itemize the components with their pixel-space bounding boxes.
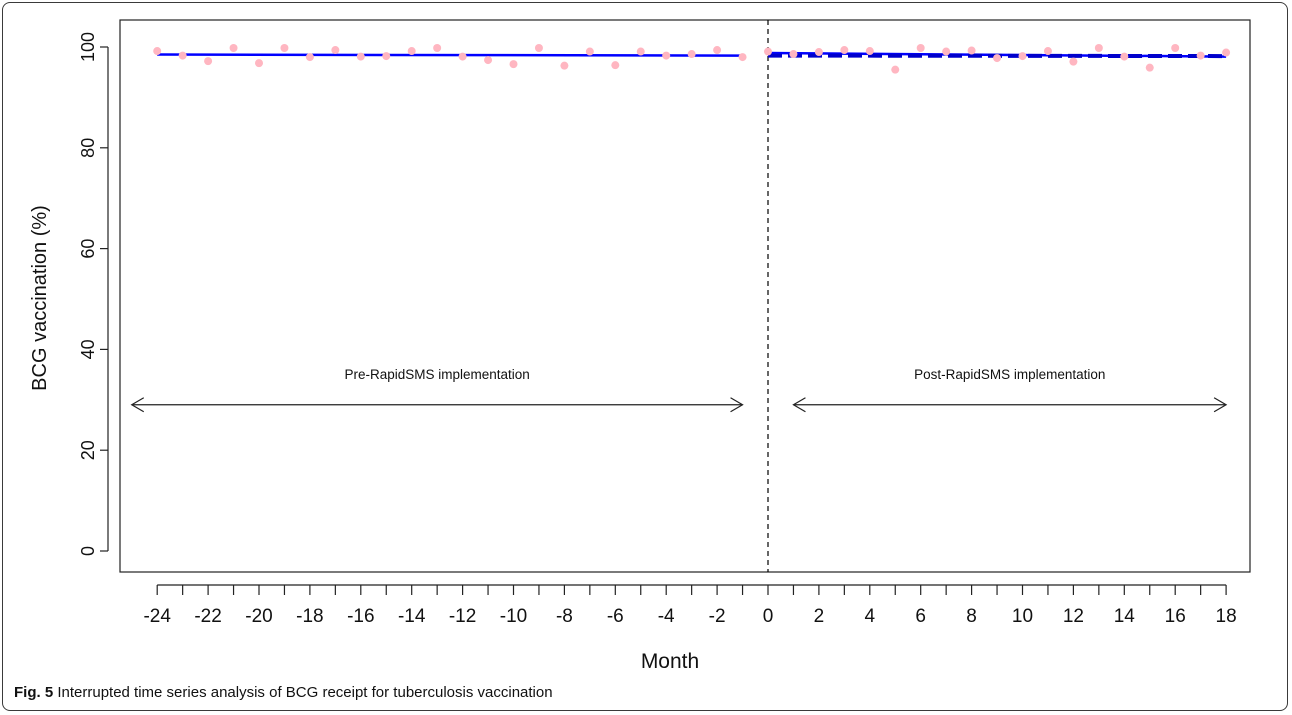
data-point [891, 65, 900, 74]
x-tick-label: -4 [658, 606, 675, 627]
data-point [1043, 47, 1052, 56]
data-point [458, 52, 467, 61]
x-tick-label: -22 [194, 606, 221, 627]
fitted-line [157, 53, 743, 57]
data-point [1018, 52, 1027, 61]
x-tick-label: 6 [915, 606, 926, 627]
data-point [738, 53, 747, 62]
x-tick-label: 2 [814, 606, 825, 627]
data-point [789, 50, 798, 59]
data-point [178, 51, 187, 60]
x-tick-label: 12 [1063, 606, 1084, 627]
figure-caption: Fig. 5 Interrupted time series analysis … [14, 684, 553, 701]
data-point [916, 44, 925, 53]
x-tick-label: -16 [347, 606, 374, 627]
arrow-head-left [130, 397, 145, 413]
x-tick-label: -12 [449, 606, 476, 627]
data-point [764, 47, 772, 56]
y-tick-label: 20 [78, 440, 98, 460]
y-axis-label: BCG vaccination (%) [29, 205, 51, 391]
annotations: Pre-RapidSMS implementation Post-RapidSMS… [130, 20, 1228, 572]
data-point [255, 59, 263, 68]
y-tick-label: 40 [78, 339, 98, 359]
y-tick-label: 60 [78, 239, 98, 259]
axes [107, 19, 1251, 586]
data-point [636, 47, 645, 56]
x-tick-label: -2 [709, 606, 726, 627]
data-point [967, 46, 976, 55]
data-point [153, 47, 162, 56]
data-point [713, 46, 722, 55]
x-tick-label: 10 [1012, 606, 1033, 627]
x-tick-label: -14 [398, 606, 426, 627]
caption-text: Interrupted time series analysis of BCG … [53, 684, 553, 701]
x-tick-label: -10 [500, 606, 527, 627]
data-point [687, 50, 696, 59]
data-point [382, 52, 391, 61]
data-point [280, 44, 289, 53]
data-point [484, 56, 493, 65]
x-tick-label: 8 [966, 606, 977, 627]
data-points [153, 44, 1231, 74]
x-tick-label: 4 [865, 606, 876, 627]
data-point [1171, 44, 1180, 53]
x-tick-label: 0 [763, 606, 774, 627]
plot-box [119, 19, 1251, 573]
data-point [331, 46, 340, 55]
data-point [509, 60, 518, 69]
data-point [1196, 51, 1205, 60]
data-point [1222, 48, 1231, 57]
x-tick-label: -20 [245, 606, 272, 627]
y-tick-label: 0 [78, 546, 98, 556]
caption-label: Fig. 5 [14, 684, 54, 701]
data-point [204, 57, 213, 66]
data-point [407, 47, 416, 56]
data-point [1094, 44, 1103, 53]
data-point [1120, 52, 1129, 61]
x-axis-label: Month [641, 650, 699, 673]
data-point [1145, 63, 1154, 72]
data-point [534, 44, 543, 53]
data-point [560, 61, 569, 70]
data-point [865, 47, 874, 56]
data-point [305, 53, 314, 62]
y-tick-label: 100 [78, 32, 98, 62]
y-tick-label: 80 [78, 138, 98, 158]
data-point [611, 61, 620, 70]
data-point [993, 54, 1002, 63]
arrow-head-left [792, 397, 806, 413]
x-tick-label: 14 [1114, 606, 1136, 627]
x-tick-label: 18 [1216, 606, 1237, 627]
data-point [840, 46, 849, 55]
data-point [229, 44, 238, 53]
data-point [356, 52, 365, 61]
data-point [814, 48, 823, 57]
annotation-label: Post-RapidSMS implementation [914, 367, 1105, 382]
x-tick-label: -6 [607, 606, 624, 627]
arrow-head-right [730, 397, 744, 413]
data-point [1069, 57, 1078, 66]
data-point [585, 47, 594, 56]
arrow-head-right [1213, 397, 1228, 413]
x-tick-label: -18 [296, 606, 323, 627]
data-point [662, 51, 671, 60]
annotation-label: Pre-RapidSMS implementation [344, 367, 529, 382]
x-tick-label: -8 [556, 606, 573, 627]
data-point [942, 47, 951, 56]
data-point [433, 44, 442, 53]
x-tick-label: 16 [1165, 606, 1186, 627]
x-tick-label: -24 [143, 606, 171, 627]
